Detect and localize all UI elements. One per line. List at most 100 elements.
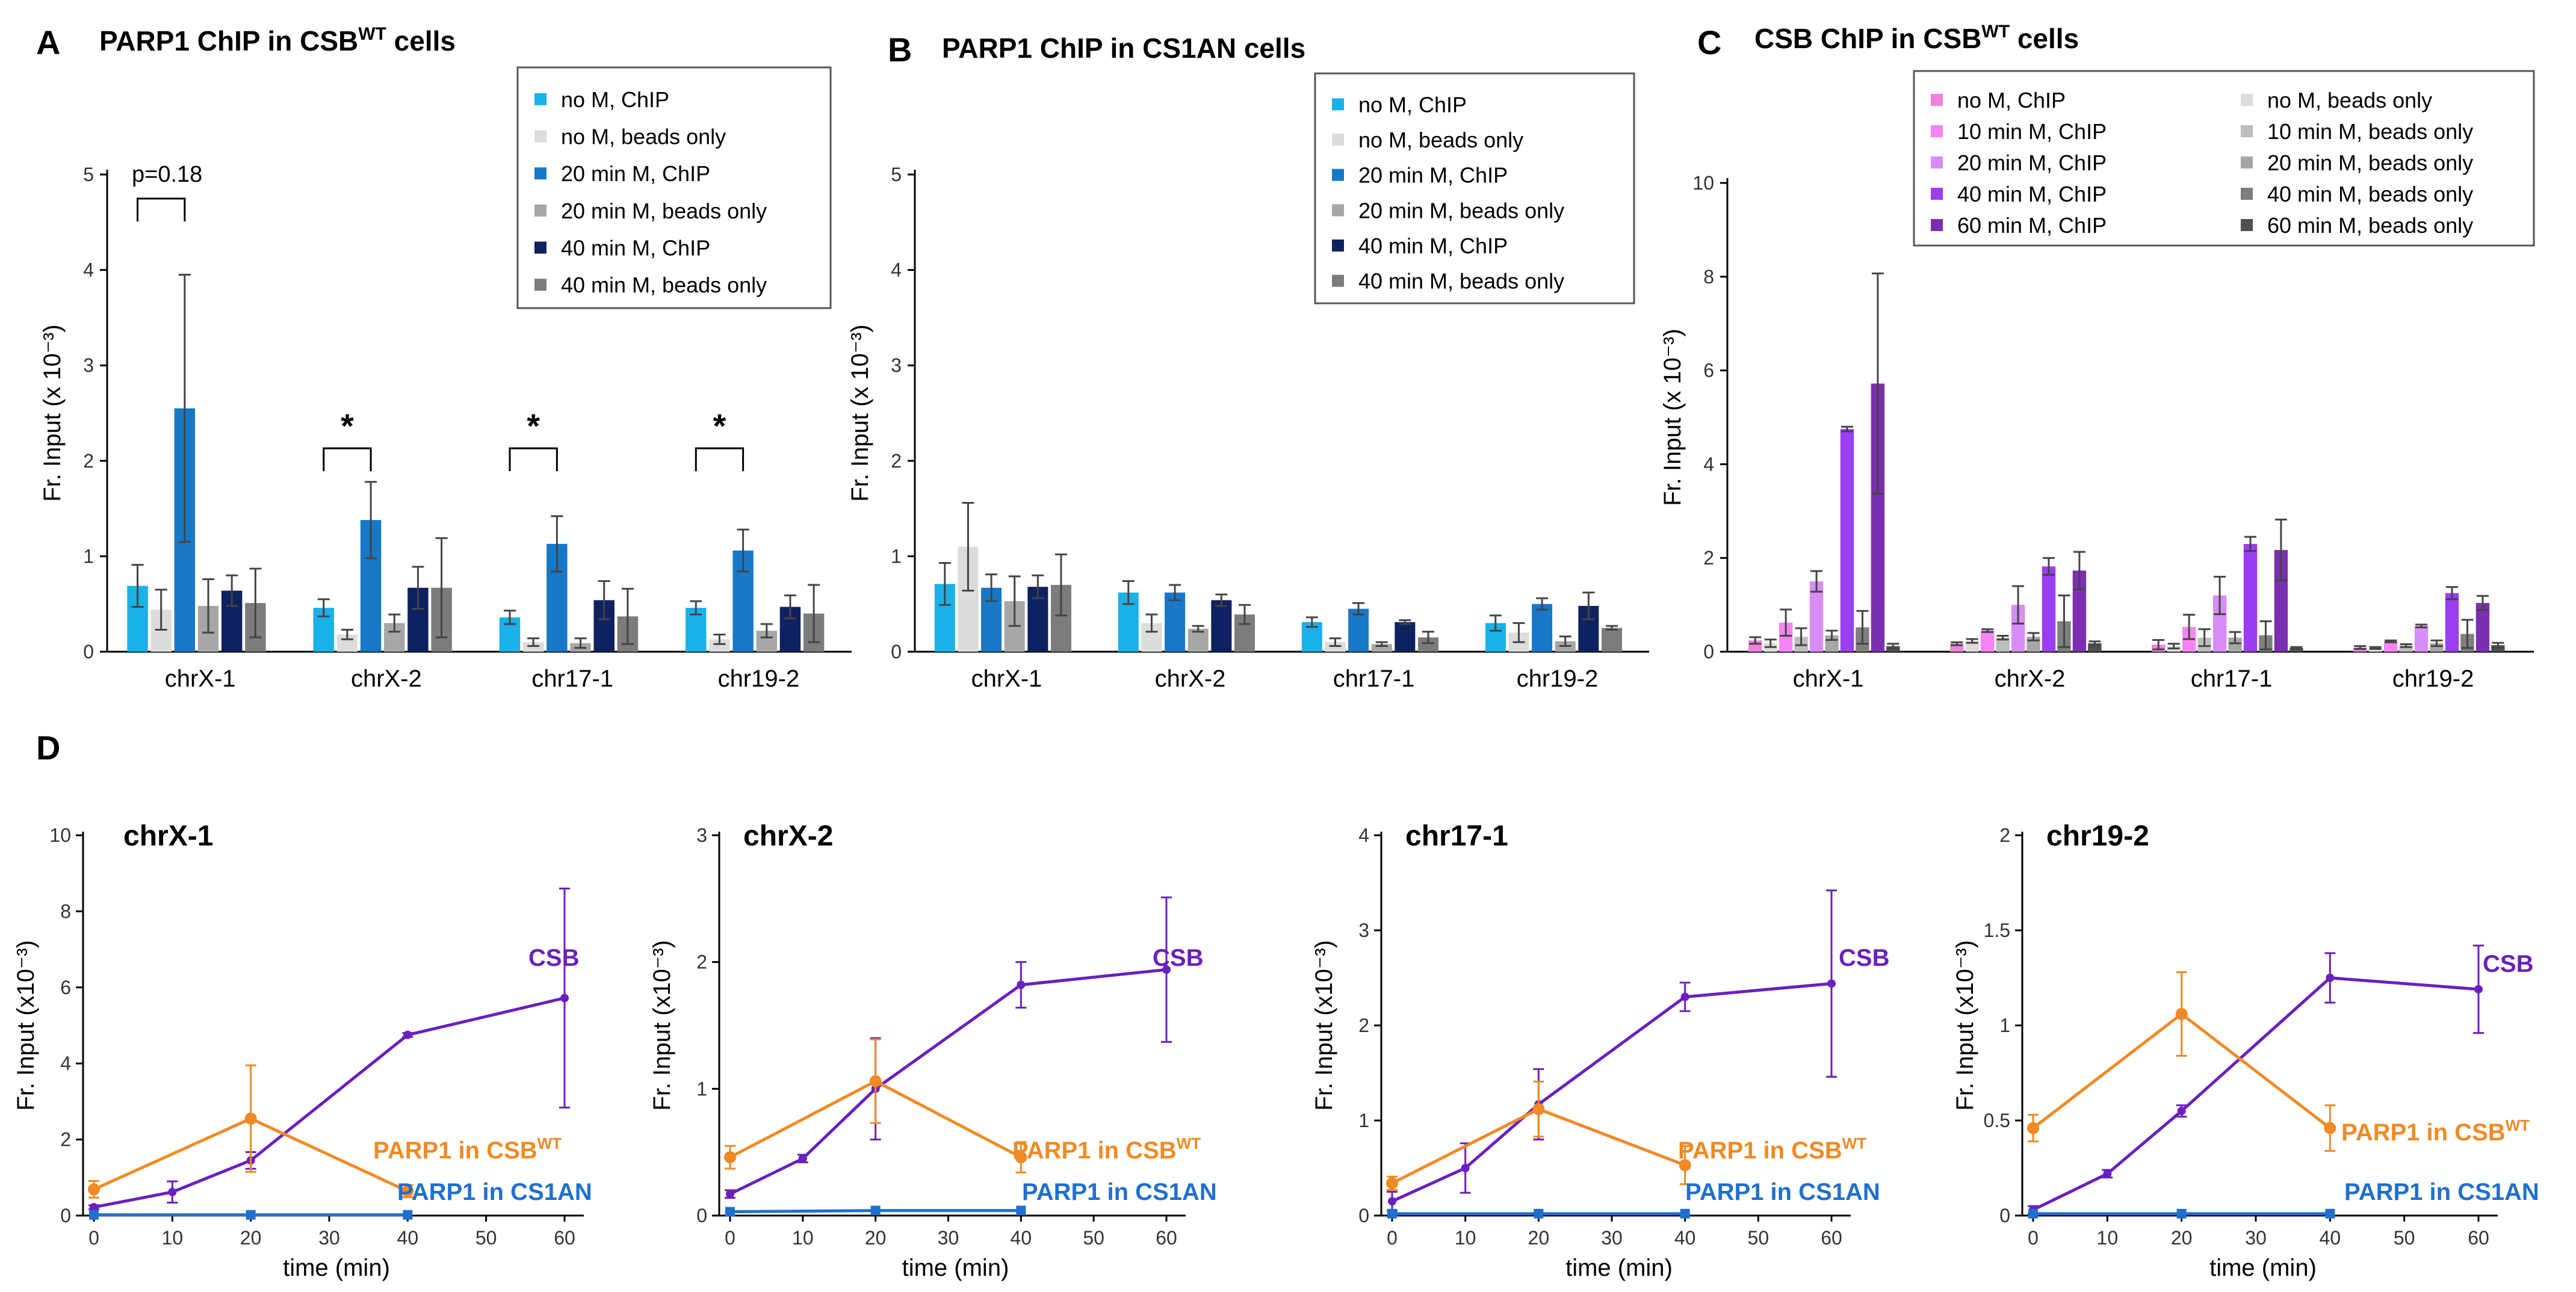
bar-40-min-m-chip-chrx-2 (1211, 600, 1232, 652)
data-point (1827, 979, 1836, 988)
legend-swatch-20-min-m-beads-only (534, 204, 546, 217)
error-bar (2274, 518, 2287, 582)
line-chart-chrx-1: 0 2 4 6 8 10 0 10 20 30 40 50 60 time (min) Fr. Input … (13, 820, 592, 1281)
bar-20-min-m-chip-chr17-1 (1348, 608, 1369, 652)
category-label-chr19-2: chr19-2 (2392, 666, 2474, 692)
y-tick-label: 8 (1703, 266, 1714, 288)
legend-swatch-40-min-m-chip (534, 241, 546, 254)
error-bar (1512, 622, 1525, 643)
data-point (1679, 1159, 1691, 1172)
bar-60-min-m-chip-chrx-1 (1871, 383, 1885, 652)
bar-40-min-m-chip-chrx-2 (2042, 566, 2056, 652)
category-label-chrx-1: chrX-1 (971, 666, 1042, 692)
y-tick-label: 3 (1358, 920, 1369, 941)
y-axis-title: Fr. Input (x 10⁻³) (39, 324, 66, 502)
legend-label-40-min-m-chip: 40 min M, ChIP (561, 236, 710, 261)
data-point (168, 1187, 177, 1196)
bar-no-m-beads-only-chr19-2 (709, 639, 730, 652)
legend-label-40-min-m-beads-only: 40 min M, beads only (2267, 182, 2473, 206)
error-bar (504, 610, 516, 625)
x-axis-title: time (min) (2209, 1255, 2317, 1281)
data-point (1388, 1197, 1396, 1206)
legend-swatch-20-min-m-chip (1931, 156, 1943, 168)
error-bar (1966, 638, 1978, 644)
legend-swatch-20-min-m-beads-only (2241, 156, 2253, 168)
error-bar (2369, 646, 2382, 650)
significance-bracket (509, 447, 558, 471)
error-bar (551, 515, 563, 573)
x-tick-label: 20 (865, 1227, 887, 1249)
x-tick-label: 0 (2028, 1227, 2039, 1249)
significance-bracket (323, 447, 372, 471)
bar-20-min-m-chip-chrx-1 (1809, 581, 1824, 652)
data-point (1015, 1151, 1027, 1164)
x-tick-label: 30 (2245, 1227, 2267, 1249)
error-bar (1032, 574, 1044, 599)
series-line-csb (2032, 976, 2479, 1211)
legend-swatch-40-min-m-beads-only (2241, 188, 2253, 200)
error-bar (2461, 619, 2474, 649)
category-label-chr19-2: chr19-2 (1517, 666, 1599, 692)
error-bar (1008, 575, 1021, 627)
error-bar (1215, 593, 1228, 607)
x-tick-label: 0 (88, 1227, 99, 1249)
y-axis-title: Fr. Input (x 10⁻³) (1659, 329, 1686, 506)
bar-40-min-m-chip-chr17-1 (2243, 543, 2258, 652)
category-label-chr17-1: chr17-1 (1333, 666, 1415, 692)
data-point (869, 1075, 882, 1087)
series-label-superscript: WT (537, 1134, 562, 1152)
y-tick-label: 0 (60, 1205, 71, 1226)
x-tick-label: 30 (938, 1227, 959, 1249)
series-label-parp1-in-csb: PARP1 in CSBWT (2341, 1116, 2530, 1146)
legend-label-40-min-m-chip: 40 min M, ChIP (1358, 233, 1508, 258)
legend-label-60-min-m-chip: 60 min M, ChIP (1957, 213, 2107, 238)
panel-title-superscript: WT (1981, 22, 2010, 42)
bar-no-m-beads-only-chr17-1 (522, 642, 544, 652)
data-point (2177, 1107, 2186, 1116)
series-label-parp1-in-cs1an: PARP1 in CS1AN (397, 1179, 592, 1205)
error-bar (2198, 628, 2211, 648)
y-tick-label: 0 (696, 1205, 707, 1226)
y-tick-label: 2 (83, 450, 94, 472)
panel-title-tail: cells (386, 25, 456, 57)
x-tick-label: 30 (318, 1227, 340, 1249)
legend-swatch-40-min-m-beads-only (534, 279, 546, 291)
bar-no-m-beads-only-chr19-2 (2368, 648, 2382, 652)
data-point (2028, 1208, 2038, 1219)
data-point (725, 1207, 735, 1217)
y-tick-label: 4 (891, 259, 902, 281)
y-tick-label: 1 (696, 1078, 707, 1099)
y-tick-label: 3 (83, 354, 94, 376)
series-line-csb (93, 997, 565, 1209)
x-tick-label: 20 (2171, 1227, 2193, 1249)
panel-title-superscript: WT (358, 24, 386, 44)
error-bar (1559, 635, 1571, 647)
error-bar (1238, 604, 1251, 625)
error-bar (1399, 619, 1411, 625)
data-point (560, 994, 569, 1003)
significance-bracket (695, 447, 745, 471)
error-bar (1887, 643, 1899, 650)
bar-10-min-m-chip-chr19-2 (2383, 641, 2398, 652)
legend-swatch-20-min-m-chip (534, 167, 546, 180)
error-bar (1145, 613, 1158, 633)
error-bar (690, 600, 702, 616)
x-tick-label: 40 (2320, 1227, 2341, 1249)
error-bar (341, 629, 353, 640)
error-bar (1996, 635, 2009, 641)
bar-20-min-m-chip-chrx-2 (1165, 592, 1186, 652)
x-tick-label: 10 (792, 1227, 814, 1249)
series-label-main: PARP1 in CS1AN (2344, 1179, 2539, 1205)
error-bar (435, 537, 448, 638)
x-tick-label: 20 (1528, 1227, 1550, 1249)
data-point (1016, 1205, 1026, 1216)
category-label-chrx-1: chrX-1 (165, 666, 236, 692)
data-point (798, 1154, 807, 1163)
error-bar (1749, 636, 1762, 645)
x-tick-label: 50 (475, 1227, 497, 1249)
y-tick-label: 2 (1358, 1015, 1369, 1036)
bar-20-min-m-beads-only-chr17-1 (2228, 637, 2242, 652)
data-point (401, 1185, 414, 1198)
y-tick-label: 1 (1999, 1015, 2010, 1036)
